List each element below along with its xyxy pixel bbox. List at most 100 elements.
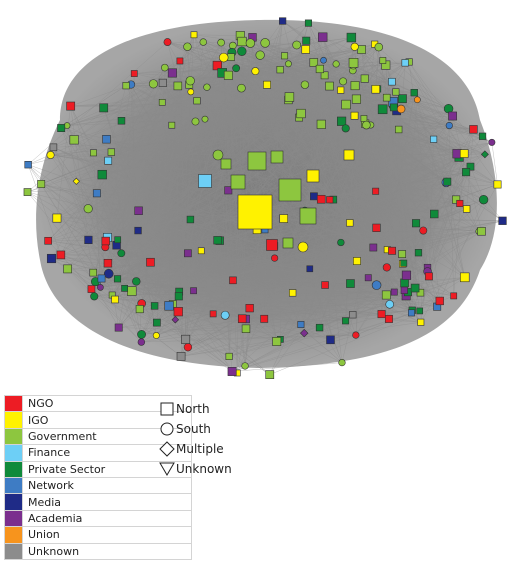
node-private-sector-square	[186, 215, 195, 224]
edge	[252, 37, 421, 323]
edge	[101, 182, 447, 279]
node-academia-circle	[97, 283, 104, 291]
node-government-square	[316, 119, 326, 129]
edge	[336, 46, 379, 65]
edge	[137, 230, 420, 312]
node-government-circle	[201, 115, 209, 123]
node-igo-square	[346, 219, 354, 227]
edge	[101, 153, 458, 279]
edge	[70, 106, 157, 336]
edge	[162, 102, 355, 116]
node-private-sector-circle	[132, 277, 141, 286]
edge	[263, 97, 387, 319]
edge	[288, 63, 449, 109]
node-private-sector-square	[153, 318, 161, 327]
edge	[245, 108, 402, 329]
node-union-circle	[396, 104, 406, 114]
node-ngo-square	[87, 285, 96, 293]
node-ngo-circle	[419, 226, 428, 235]
node-government-circle	[83, 204, 93, 214]
node-government-circle	[260, 38, 270, 48]
node-igo-square	[417, 318, 425, 326]
node-igo-square	[306, 169, 320, 183]
legend-row-union: Union	[4, 526, 192, 544]
edge	[167, 41, 251, 44]
node-media-square	[326, 335, 335, 345]
edge	[50, 98, 357, 156]
legend-label: Media	[22, 493, 192, 511]
node-ngo-circle	[352, 331, 360, 339]
node-finance-square	[198, 174, 212, 188]
node-igo-circle	[46, 150, 55, 159]
edge	[162, 82, 214, 314]
node-government-circle	[212, 149, 224, 161]
edge	[93, 42, 222, 273]
node-private-sector-square	[377, 104, 388, 115]
node-igo-square	[353, 257, 361, 265]
node-government-circle	[161, 63, 169, 72]
node-ngo-square	[130, 70, 138, 77]
edge	[117, 239, 377, 286]
edge	[396, 110, 430, 277]
node-media-square	[84, 235, 93, 244]
shape-legend-north: North	[158, 399, 232, 419]
edge	[381, 92, 415, 315]
node-private-sector-square	[302, 36, 311, 45]
edge	[387, 153, 458, 250]
node-media-square	[306, 265, 314, 273]
edge	[420, 184, 498, 323]
edge	[100, 281, 137, 288]
edge	[190, 80, 435, 215]
shape-legend-label: South	[176, 422, 211, 436]
edge	[164, 67, 173, 126]
edge	[117, 154, 350, 240]
node-ngo-square	[321, 281, 329, 289]
edge	[244, 287, 416, 367]
legend-row-private-sector: Private Sector	[4, 460, 192, 478]
node-private-sector-square	[117, 117, 126, 125]
edge	[300, 310, 413, 325]
edge	[280, 125, 450, 340]
node-government-square	[350, 81, 360, 91]
edge	[27, 85, 356, 193]
edge	[51, 108, 449, 259]
edge	[131, 73, 135, 292]
edge	[228, 75, 420, 312]
legend-label: Union	[22, 526, 192, 544]
edge	[255, 70, 353, 72]
nodes-layer	[23, 17, 507, 379]
edge	[116, 244, 393, 252]
node-union-circle	[413, 96, 421, 104]
edge	[232, 312, 412, 372]
node-academia-square	[224, 186, 233, 195]
edge	[225, 291, 409, 316]
edge	[96, 193, 118, 240]
edge	[60, 127, 277, 342]
node-private-sector-square	[398, 94, 407, 104]
edge	[27, 191, 118, 240]
edge	[220, 42, 302, 325]
edge	[408, 61, 441, 301]
edge	[95, 160, 109, 282]
legend-swatch	[4, 394, 23, 413]
edge	[67, 268, 142, 343]
node-igo-square	[263, 80, 271, 89]
node-government-square	[23, 188, 32, 196]
edge	[178, 296, 265, 320]
node-government-circle	[374, 42, 384, 52]
edge	[230, 56, 412, 314]
edge	[60, 254, 233, 372]
legend-swatch	[4, 509, 23, 528]
node-ngo-square	[176, 57, 184, 65]
edge	[231, 52, 417, 224]
edge	[117, 278, 382, 315]
node-private-sector-circle	[341, 124, 350, 133]
node-government-square	[270, 150, 284, 164]
legend-swatch	[4, 526, 23, 544]
node-academia-square	[114, 323, 123, 332]
edge	[118, 63, 337, 328]
node-private-sector-square	[99, 103, 109, 113]
node-igo-square	[462, 205, 471, 213]
node-private-sector-square	[150, 302, 159, 310]
edge	[131, 57, 224, 292]
